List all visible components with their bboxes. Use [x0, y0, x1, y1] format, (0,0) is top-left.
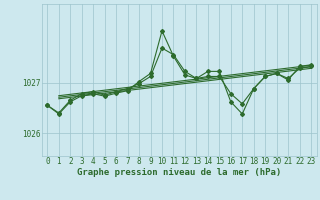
X-axis label: Graphe pression niveau de la mer (hPa): Graphe pression niveau de la mer (hPa)	[77, 168, 281, 177]
